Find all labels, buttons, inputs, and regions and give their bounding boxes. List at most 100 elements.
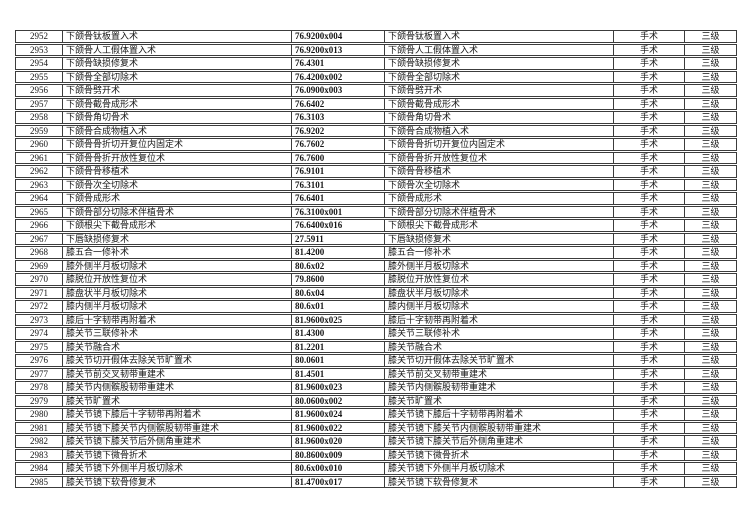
procedure-name-repeat-cell: 膝后十字韧带再附着术 — [385, 313, 614, 326]
procedure-name-cell: 膝关节镜下膝后十字韧带再附着术 — [63, 408, 292, 421]
procedure-name-cell: 下颌骨合成物植入术 — [63, 124, 292, 137]
procedure-code-cell: 80.6x02 — [292, 259, 385, 272]
row-number-cell: 2955 — [15, 70, 63, 83]
procedure-name-repeat-cell: 膝关节内侧髌股韧带重建术 — [385, 381, 614, 394]
procedure-name-cell: 膝关节融合术 — [63, 340, 292, 353]
table-row: 2981 膝关节镜下膝关节内侧髌股韧带重建术 81.9600x022 膝关节镜下… — [15, 421, 737, 434]
procedure-name-repeat-cell: 下颌骨骨移植术 — [385, 165, 614, 178]
procedure-name-cell: 下颌骨截骨成形术 — [63, 97, 292, 110]
procedure-name-repeat-cell: 膝关节镜下膝关节后外侧角重建术 — [385, 435, 614, 448]
procedure-name-repeat-cell: 下颌骨全部切除术 — [385, 70, 614, 83]
level-cell: 三级 — [685, 475, 737, 488]
table-row: 2976 膝关节切开假体去除关节旷置术 80.0601 膝关节切开假体去除关节旷… — [15, 354, 737, 367]
table-row: 2955 下颌骨全部切除术 76.4200x002 下颌骨全部切除术 手术 三级 — [15, 70, 737, 83]
procedure-code-cell: 80.0601 — [292, 354, 385, 367]
row-number-cell: 2960 — [15, 138, 63, 151]
row-number-cell: 2982 — [15, 435, 63, 448]
procedure-name-cell: 膝脱位开放性复位术 — [63, 273, 292, 286]
procedure-code-cell: 76.6401 — [292, 192, 385, 205]
procedure-name-repeat-cell: 膝关节切开假体去除关节旷置术 — [385, 354, 614, 367]
procedure-code-cell: 76.9200x013 — [292, 43, 385, 56]
level-cell: 三级 — [685, 178, 737, 191]
procedure-name-repeat-cell: 膝关节镜下微骨折术 — [385, 448, 614, 461]
row-number-cell: 2981 — [15, 421, 63, 434]
table-row: 2959 下颌骨合成物植入术 76.9202 下颌骨合成物植入术 手术 三级 — [15, 124, 737, 137]
row-number-cell: 2961 — [15, 151, 63, 164]
procedure-code-cell: 80.6x04 — [292, 286, 385, 299]
procedure-code-cell: 76.9202 — [292, 124, 385, 137]
level-cell: 三级 — [685, 138, 737, 151]
row-number-cell: 2972 — [15, 300, 63, 313]
category-cell: 手术 — [614, 421, 685, 434]
row-number-cell: 2980 — [15, 408, 63, 421]
procedure-name-repeat-cell: 膝外侧半月板切除术 — [385, 259, 614, 272]
procedure-name-cell: 膝后十字韧带再附着术 — [63, 313, 292, 326]
category-cell: 手术 — [614, 124, 685, 137]
procedure-name-cell: 膝关节前交叉韧带重建术 — [63, 367, 292, 380]
row-number-cell: 2973 — [15, 313, 63, 326]
row-number-cell: 2963 — [15, 178, 63, 191]
procedure-name-repeat-cell: 膝内侧半月板切除术 — [385, 300, 614, 313]
row-number-cell: 2985 — [15, 475, 63, 488]
procedure-code-cell: 81.9600x023 — [292, 381, 385, 394]
category-cell: 手术 — [614, 178, 685, 191]
category-cell: 手术 — [614, 273, 685, 286]
procedure-name-repeat-cell: 下颌骨成形术 — [385, 192, 614, 205]
procedure-code-cell: 76.3101 — [292, 178, 385, 191]
procedure-code-cell: 81.9600x025 — [292, 313, 385, 326]
category-cell: 手术 — [614, 232, 685, 245]
level-cell: 三级 — [685, 30, 737, 43]
category-cell: 手术 — [614, 354, 685, 367]
table-row: 2973 膝后十字韧带再附着术 81.9600x025 膝后十字韧带再附着术 手… — [15, 313, 737, 326]
level-cell: 三级 — [685, 124, 737, 137]
row-number-cell: 2967 — [15, 232, 63, 245]
category-cell: 手术 — [614, 219, 685, 232]
table-row: 2961 下颌骨骨折开放性复位术 76.7600 下颌骨骨折开放性复位术 手术 … — [15, 151, 737, 164]
row-number-cell: 2964 — [15, 192, 63, 205]
table-row: 2963 下颌骨次全切除术 76.3101 下颌骨次全切除术 手术 三级 — [15, 178, 737, 191]
row-number-cell: 2983 — [15, 448, 63, 461]
level-cell: 三级 — [685, 354, 737, 367]
level-cell: 三级 — [685, 381, 737, 394]
procedure-name-cell: 下颌骨骨折切开复位内固定术 — [63, 138, 292, 151]
procedure-code-cell: 76.3100x001 — [292, 205, 385, 218]
procedure-code-cell: 79.8600 — [292, 273, 385, 286]
category-cell: 手术 — [614, 394, 685, 407]
category-cell: 手术 — [614, 462, 685, 475]
procedure-name-cell: 下颌骨钛板置入术 — [63, 30, 292, 43]
table-row: 2953 下颌骨人工假体置入术 76.9200x013 下颌骨人工假体置入术 手… — [15, 43, 737, 56]
procedure-code-cell: 80.8600x009 — [292, 448, 385, 461]
row-number-cell: 2956 — [15, 84, 63, 97]
procedure-name-cell: 下颌骨骨折开放性复位术 — [63, 151, 292, 164]
row-number-cell: 2966 — [15, 219, 63, 232]
procedure-code-cell: 76.7602 — [292, 138, 385, 151]
procedure-name-repeat-cell: 膝关节镜下膝后十字韧带再附着术 — [385, 408, 614, 421]
table-row: 2977 膝关节前交叉韧带重建术 81.4501 膝关节前交叉韧带重建术 手术 … — [15, 367, 737, 380]
level-cell: 三级 — [685, 394, 737, 407]
category-cell: 手术 — [614, 340, 685, 353]
category-cell: 手术 — [614, 97, 685, 110]
level-cell: 三级 — [685, 84, 737, 97]
procedure-name-repeat-cell: 下颌骨部分切除术伴植骨术 — [385, 205, 614, 218]
category-cell: 手术 — [614, 327, 685, 340]
row-number-cell: 2965 — [15, 205, 63, 218]
procedure-name-cell: 膝关节切开假体去除关节旷置术 — [63, 354, 292, 367]
row-number-cell: 2974 — [15, 327, 63, 340]
procedure-code-cell: 81.4300 — [292, 327, 385, 340]
procedure-code-cell: 80.6x01 — [292, 300, 385, 313]
procedure-code-cell: 81.4501 — [292, 367, 385, 380]
procedure-code-cell: 76.9200x004 — [292, 30, 385, 43]
procedure-code-cell: 76.0900x003 — [292, 84, 385, 97]
row-number-cell: 2962 — [15, 165, 63, 178]
procedure-name-cell: 下颌骨人工假体置入术 — [63, 43, 292, 56]
level-cell: 三级 — [685, 462, 737, 475]
category-cell: 手术 — [614, 313, 685, 326]
table-row: 2970 膝脱位开放性复位术 79.8600 膝脱位开放性复位术 手术 三级 — [15, 273, 737, 286]
row-number-cell: 2968 — [15, 246, 63, 259]
category-cell: 手术 — [614, 300, 685, 313]
procedure-name-repeat-cell: 膝盘状半月板切除术 — [385, 286, 614, 299]
row-number-cell: 2971 — [15, 286, 63, 299]
level-cell: 三级 — [685, 408, 737, 421]
row-number-cell: 2958 — [15, 111, 63, 124]
procedure-name-repeat-cell: 膝关节旷置术 — [385, 394, 614, 407]
